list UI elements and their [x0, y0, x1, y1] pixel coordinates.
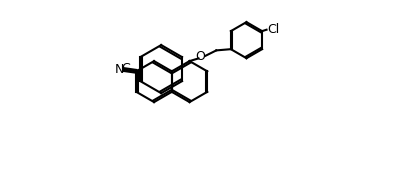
- Text: N: N: [115, 63, 124, 76]
- Text: O: O: [195, 50, 205, 63]
- Text: Cl: Cl: [267, 23, 280, 36]
- Text: C: C: [121, 62, 130, 75]
